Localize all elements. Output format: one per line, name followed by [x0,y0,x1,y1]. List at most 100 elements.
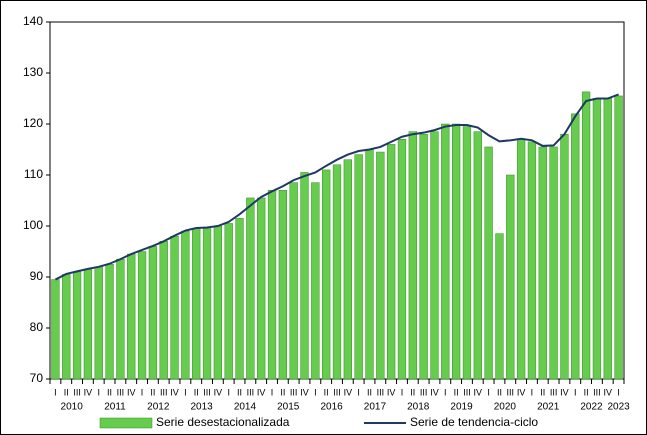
x-tick-label: I [97,387,100,397]
bar [267,190,277,380]
bar [592,98,602,380]
bar [213,225,223,380]
bar [484,146,493,380]
x-tick-label: I [271,387,274,397]
bar [51,279,60,380]
x-tick-label: IV [560,387,569,397]
x-tick-label: IV [474,387,483,397]
x-tick-label: IV [344,387,353,397]
bar [224,223,233,380]
x-tick-label: IV [603,387,612,397]
x-tick-label: I [444,387,447,397]
bar [159,241,168,380]
bar [94,266,103,380]
bar [527,141,537,380]
x-tick-label: II [454,387,459,397]
x-tick-label: II [107,387,112,397]
y-tick-label: 100 [23,218,43,232]
y-tick-label: 70 [30,371,44,385]
x-tick-label: I [487,387,490,397]
year-label: 2017 [364,402,387,413]
x-tick-label: IV [430,387,439,397]
bar [311,182,320,380]
x-tick-label: III [377,387,385,397]
x-tick-label: IV [257,387,266,397]
bar [192,228,201,380]
bar [603,98,612,380]
year-label: 2020 [494,402,517,413]
x-tick-label: IV [214,387,223,397]
x-tick-label: III [507,387,515,397]
bar [137,251,147,380]
x-tick-label: II [540,387,545,397]
bar [419,133,428,380]
bar [441,123,450,380]
x-tick-label: II [497,387,502,397]
legend-swatch [99,417,153,429]
bar [127,253,136,380]
x-tick-label: I [617,387,620,397]
x-tick-label: IV [170,387,179,397]
x-tick-label: II [584,387,589,397]
x-tick-label: III [463,387,471,397]
bar [549,146,558,380]
bar [462,126,472,380]
bar [354,154,363,380]
bar [387,144,396,380]
bar [278,190,287,380]
bar [148,246,158,380]
y-tick-label: 130 [23,65,43,79]
bar [538,146,547,380]
x-tick-label: II [237,387,242,397]
bar [246,197,255,380]
bar [397,139,407,380]
year-label: 2014 [234,402,257,413]
bar [365,149,374,380]
x-tick-label: III [73,387,81,397]
bar [202,228,212,380]
x-tick-label: I [227,387,230,397]
x-tick-label: III [593,387,601,397]
x-tick-label: III [333,387,341,397]
year-label: 2021 [537,402,560,413]
x-tick-label: I [531,387,534,397]
x-tick-label: I [574,387,577,397]
year-label: 2022 [580,402,603,413]
bar [506,174,515,380]
bar [332,164,342,380]
y-tick-label: 140 [23,14,43,28]
x-tick-label: I [357,387,360,397]
bar [72,271,82,380]
x-tick-label: IV [387,387,396,397]
bar [516,139,526,380]
legend-label: Serie desestacionalizada [156,415,290,429]
x-tick-label: I [401,387,404,397]
y-tick-label: 110 [24,167,43,181]
x-tick-label: III [290,387,298,397]
bar [289,182,298,380]
bar [376,151,385,380]
bar [408,131,417,380]
x-tick-label: II [324,387,329,397]
bar [83,269,93,380]
bar [105,264,114,380]
bar [495,233,504,380]
bar [473,131,482,380]
bar [170,235,179,380]
legend-label: Serie de tendencia-ciclo [410,415,538,429]
x-tick-label: IV [300,387,309,397]
bar [571,113,580,380]
year-label: 2018 [407,402,430,413]
year-label: 2012 [147,402,170,413]
x-tick-label: III [247,387,255,397]
x-tick-label: II [367,387,372,397]
bar [116,258,125,380]
bar [343,159,352,380]
year-label: 2015 [277,402,300,413]
year-label: 2019 [450,402,473,413]
y-tick-label: 120 [23,116,43,130]
bar [430,131,439,380]
y-tick-label: 90 [30,269,44,283]
